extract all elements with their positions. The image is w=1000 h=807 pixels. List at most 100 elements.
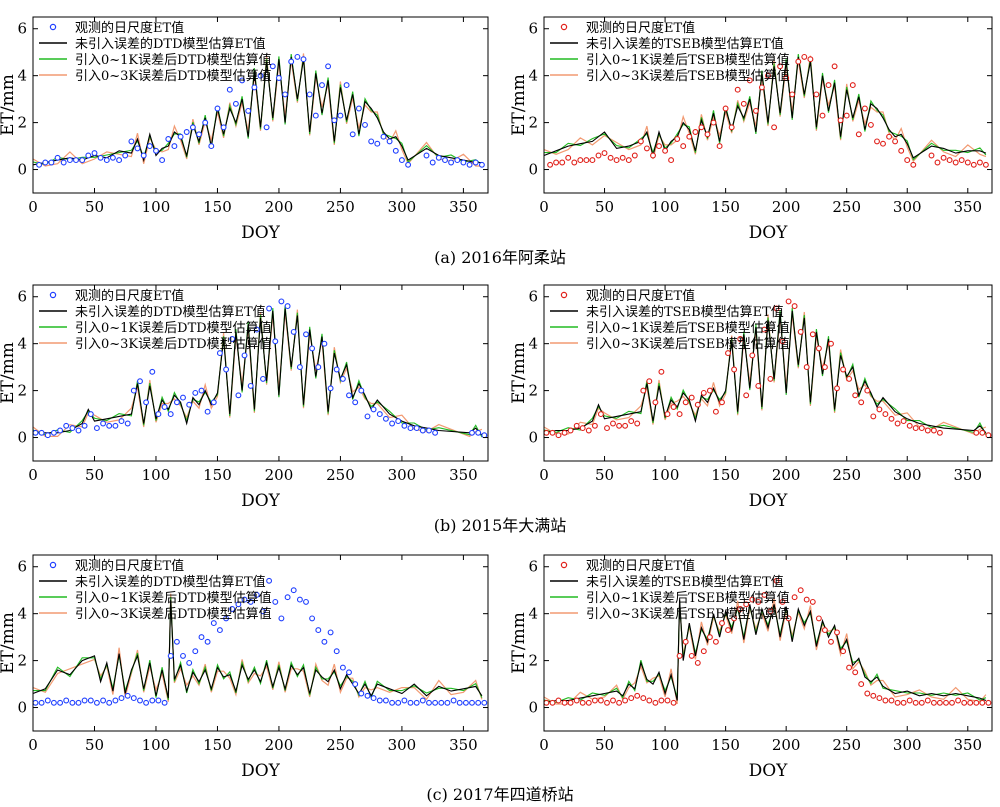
observed-point	[196, 131, 202, 138]
observed-point	[785, 615, 792, 622]
observed-point	[591, 697, 598, 704]
observed-point	[253, 591, 260, 598]
observed-point	[904, 157, 911, 164]
observed-point	[257, 72, 264, 79]
y-tick-label: 2	[17, 652, 27, 670]
observed-point	[910, 161, 917, 168]
observed-point	[223, 366, 230, 373]
observed-point	[284, 303, 291, 310]
observed-point	[791, 594, 798, 601]
observed-point	[106, 699, 113, 706]
observed-point	[755, 598, 762, 605]
observed-point	[370, 695, 377, 702]
observed-point	[815, 345, 822, 352]
observed-point	[386, 138, 393, 145]
observed-point	[706, 634, 713, 641]
observed-point	[300, 56, 307, 63]
observed-point	[801, 53, 808, 60]
observed-point	[543, 699, 550, 706]
observed-point	[876, 695, 883, 702]
y-tick-label: 4	[528, 335, 538, 353]
observed-point	[124, 692, 131, 699]
observed-point	[204, 408, 211, 415]
y-tick-label: 2	[528, 652, 538, 670]
observed-point	[38, 429, 45, 436]
observed-point	[146, 143, 153, 150]
observed-point	[803, 364, 810, 371]
plot-frame	[543, 284, 993, 462]
observed-point	[731, 366, 738, 373]
observed-point	[886, 133, 893, 140]
observed-point	[481, 432, 488, 439]
x-tick-label: 250	[326, 736, 355, 754]
observed-point	[821, 364, 828, 371]
observed-point	[462, 699, 469, 706]
observed-point	[290, 587, 297, 594]
observed-point	[716, 143, 723, 150]
observed-point	[128, 138, 135, 145]
observed-point	[432, 429, 439, 436]
series-line-no-error	[543, 56, 987, 159]
observed-point	[719, 399, 725, 406]
observed-point	[398, 157, 405, 164]
observed-point	[840, 648, 847, 655]
plot-frame	[32, 554, 489, 732]
observed-point	[712, 408, 719, 415]
observed-point	[771, 124, 778, 131]
observed-point	[241, 596, 248, 603]
observed-point	[407, 699, 414, 706]
observed-point	[652, 399, 659, 406]
legend-label: 未引入误差的TSEB模型估算ET值	[586, 574, 784, 590]
observed-point	[894, 699, 901, 706]
observed-point	[167, 652, 174, 659]
observed-point	[159, 157, 166, 164]
observed-point	[943, 699, 949, 706]
observed-point	[670, 404, 677, 410]
observed-point	[852, 392, 859, 399]
observed-point	[692, 129, 699, 135]
x-tick-label: 50	[595, 736, 614, 754]
observed-point	[57, 699, 64, 706]
observed-point	[149, 697, 156, 704]
observed-point	[765, 72, 771, 79]
observed-point	[734, 86, 741, 93]
observed-point	[109, 154, 116, 161]
observed-point	[656, 143, 662, 150]
observed-point	[973, 699, 980, 706]
y-axis-label: ET/mm	[0, 612, 18, 674]
observed-point	[364, 692, 371, 699]
observed-point	[392, 147, 399, 154]
observed-point	[118, 418, 125, 425]
observed-point	[680, 143, 687, 150]
observed-point	[949, 699, 955, 706]
plot-frame	[543, 554, 993, 732]
observed-point	[278, 615, 285, 622]
observed-point	[362, 121, 368, 128]
observed-point	[828, 340, 834, 347]
observed-point	[401, 697, 408, 704]
chart-panel-b-right: 0 50 100 150 200 250 300 350 0 2 4 6 DOY ET/mm 观测的日尺度E…	[509, 284, 993, 511]
observed-point	[565, 154, 572, 161]
observed-point	[432, 699, 439, 706]
observed-point	[876, 406, 883, 413]
observed-point	[60, 159, 67, 166]
observed-point	[140, 152, 147, 159]
observed-point	[658, 368, 665, 375]
legend-label: 未引入误差的TSEB模型估算ET值	[586, 36, 784, 52]
y-tick-label: 0	[528, 429, 538, 447]
y-tick-label: 6	[528, 558, 538, 576]
observed-point	[831, 63, 838, 70]
series-line-no-error	[33, 308, 483, 436]
observed-point	[561, 429, 568, 436]
observed-point	[898, 147, 905, 154]
x-tick-label: 350	[449, 466, 478, 484]
observed-point	[761, 326, 768, 333]
observed-point	[389, 420, 396, 427]
observed-point	[634, 692, 641, 699]
x-tick-label: 300	[893, 198, 922, 216]
legend-label: 引入0~1K误差后DTD模型估算值	[75, 52, 272, 68]
legend-label: 观测的日尺度ET值	[586, 288, 695, 304]
observed-point	[413, 425, 420, 432]
observed-point	[543, 429, 550, 436]
series-line-3k-error	[543, 598, 987, 705]
